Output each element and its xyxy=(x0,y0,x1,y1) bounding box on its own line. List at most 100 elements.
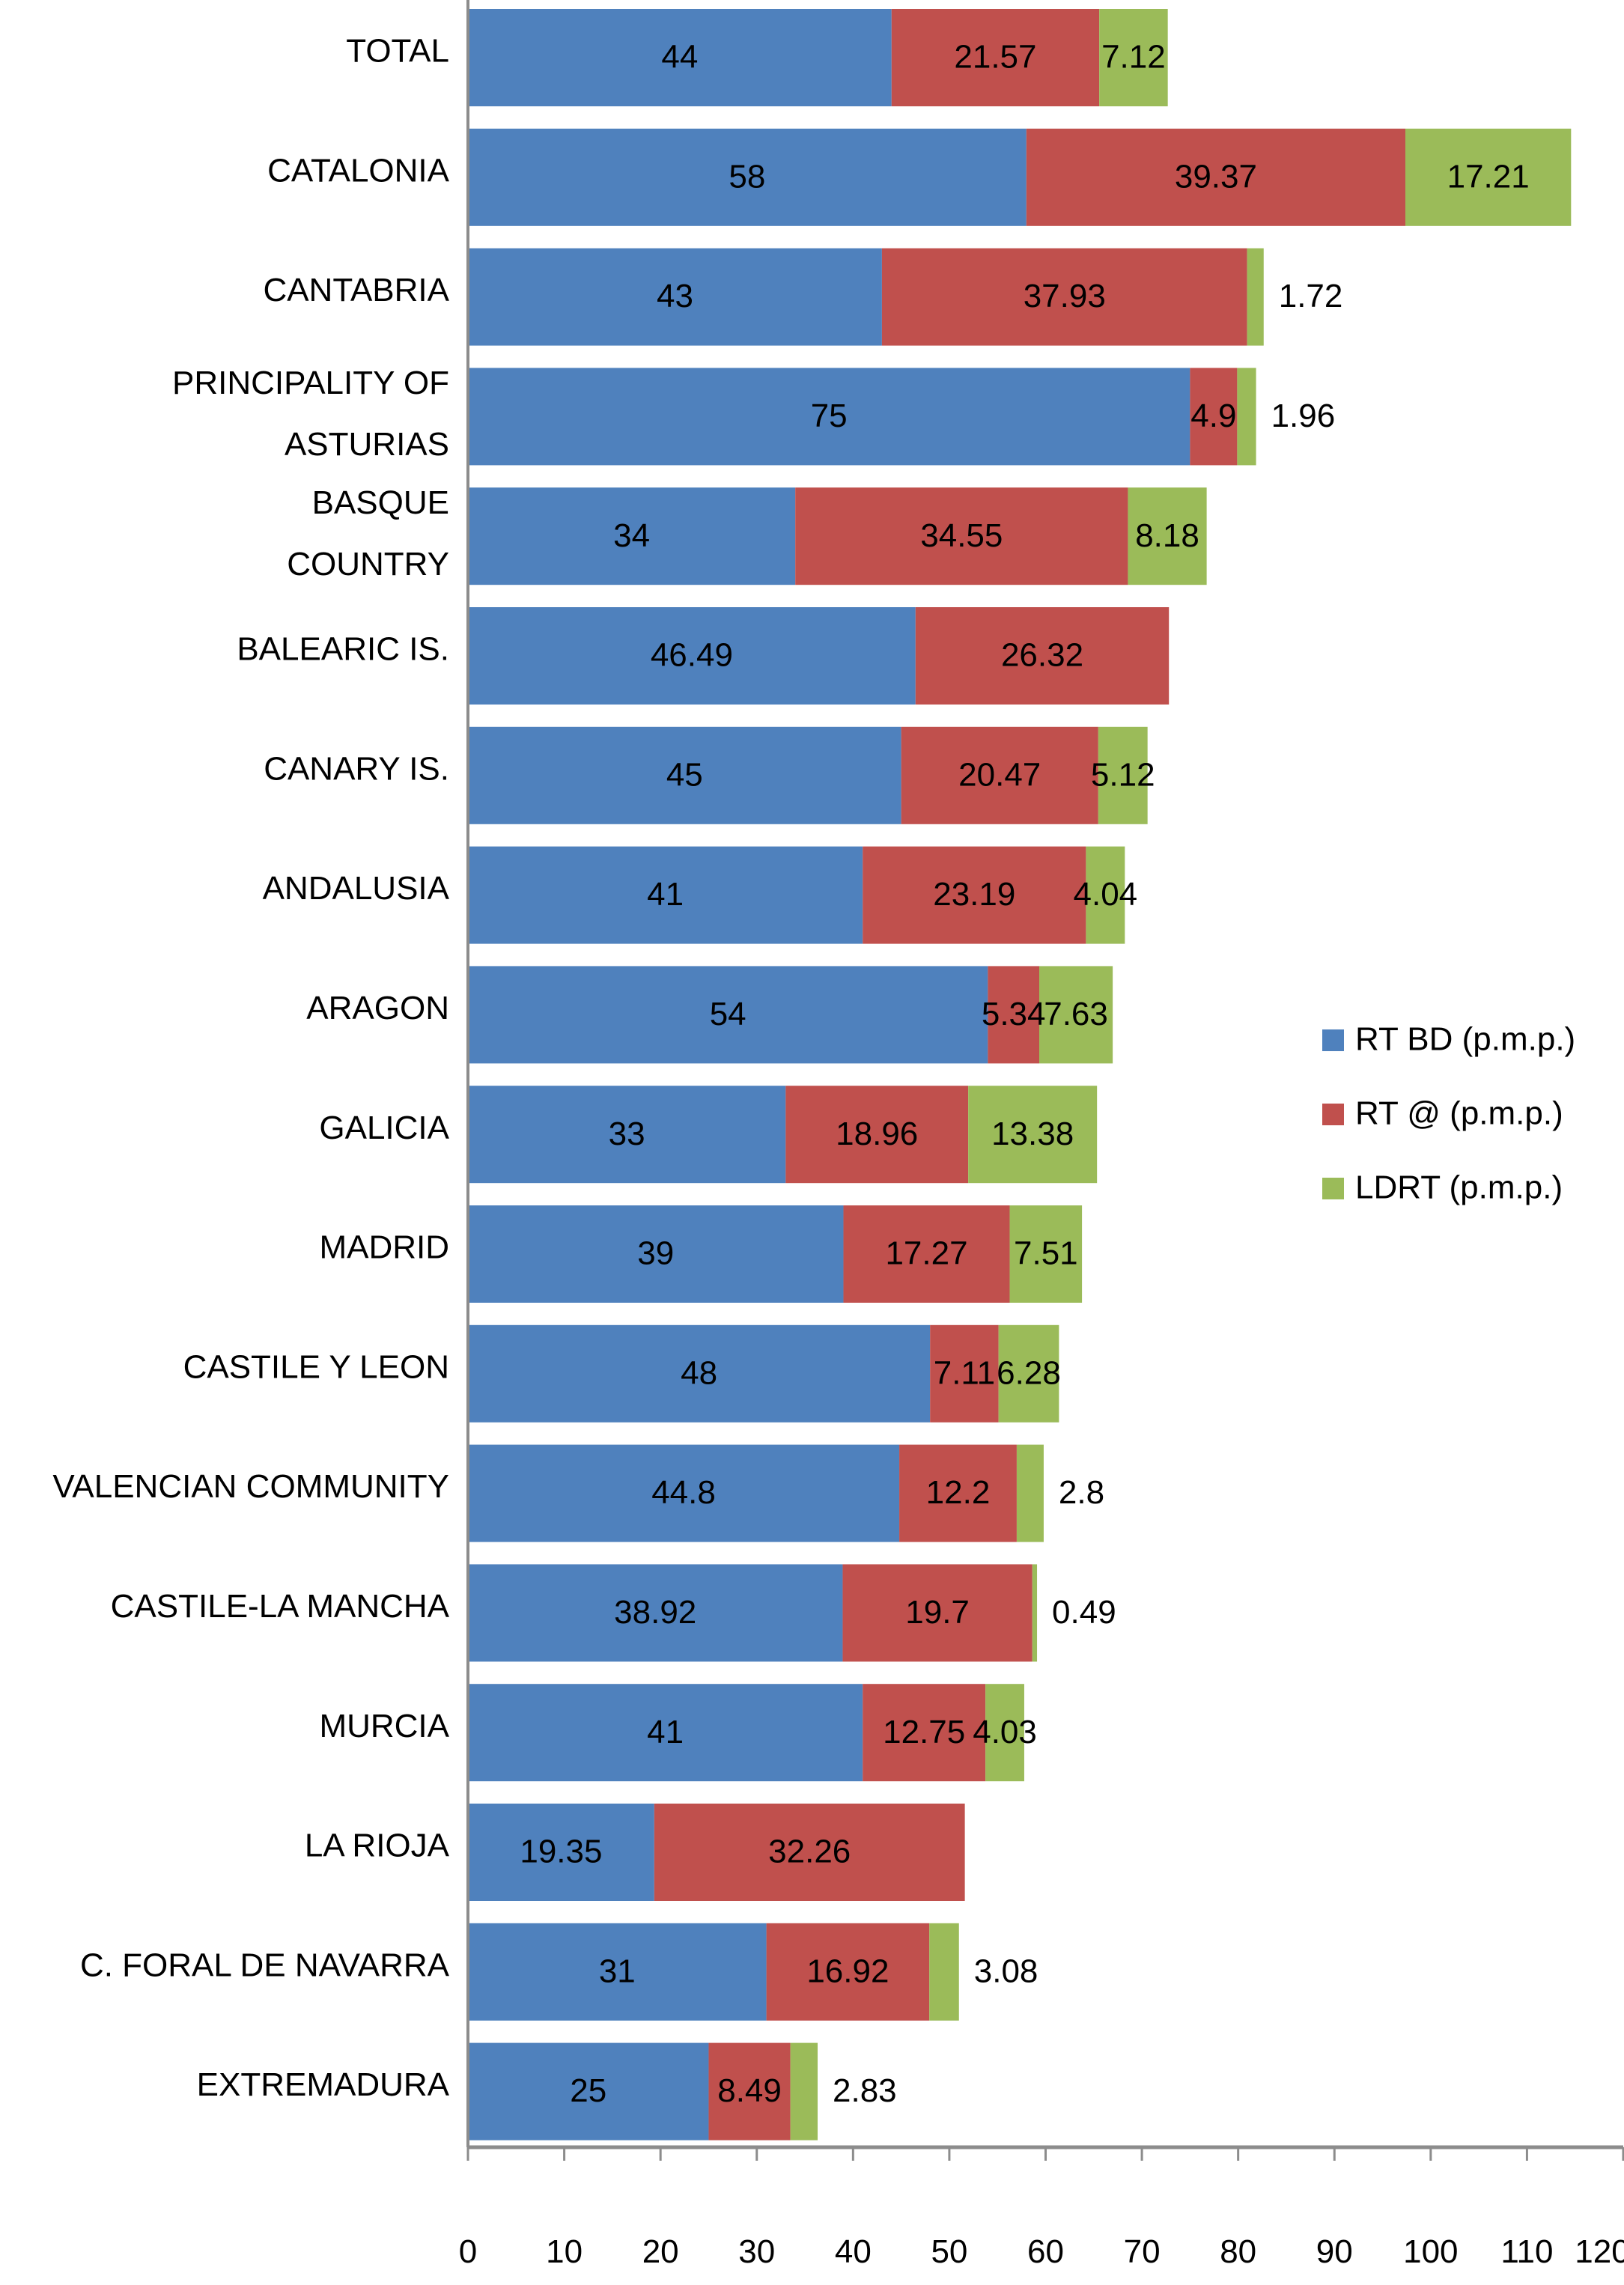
category-label: TOTAL xyxy=(346,33,449,70)
category-label: EXTREMADURA xyxy=(197,2066,450,2103)
data-label: 43 xyxy=(657,278,693,314)
data-label: 12.75 xyxy=(883,1714,965,1750)
data-label: 31 xyxy=(599,1953,636,1989)
bar-segment-rt-at xyxy=(930,1324,999,1423)
legend-label: RT @ (p.m.p.) xyxy=(1355,1095,1563,1132)
data-label: 19.35 xyxy=(520,1834,602,1870)
bars xyxy=(468,9,1572,2141)
x-tick-label: 90 xyxy=(1316,2233,1353,2270)
x-tick-label: 80 xyxy=(1220,2233,1256,2270)
bar-segment-rt-at xyxy=(842,1564,1033,1662)
x-tick-label: 120 xyxy=(1575,2233,1624,2270)
category-label: ANDALUSIA xyxy=(263,870,450,907)
bar-segment-rt-at xyxy=(899,1444,1017,1542)
bar-segment-rt-bd xyxy=(468,9,892,106)
category-label: MURCIA xyxy=(319,1708,449,1744)
bar-segment-rt-bd xyxy=(468,1444,900,1542)
bar-segment-rt-bd xyxy=(468,1684,863,1782)
x-axis: 0 10 20 30 40 50 60 70 80 90 100 110 120 xyxy=(459,2145,1624,2270)
bar-segment-rt-at xyxy=(915,607,1170,705)
bar-segment-rt-bd xyxy=(468,487,796,585)
bar-segment-ldrt xyxy=(1237,368,1256,466)
bar-segment-ldrt xyxy=(1086,846,1125,944)
category-label: BASQUE xyxy=(312,484,449,521)
bar-segment-ldrt xyxy=(985,1684,1024,1782)
data-label: 46.49 xyxy=(651,637,733,674)
category-label: GALICIA xyxy=(319,1110,449,1146)
data-label: 6.28 xyxy=(997,1354,1061,1391)
bar-segment-rt-bd xyxy=(468,368,1190,466)
legend-swatch xyxy=(1322,1029,1344,1051)
data-label: 54 xyxy=(710,996,746,1032)
data-label: 3.08 xyxy=(974,1953,1038,1989)
data-label: 45 xyxy=(666,756,703,793)
category-labels: TOTAL CATALONIA CANTABRIA PRINCIPALITY OF AS… xyxy=(52,33,449,2104)
data-label: 1.96 xyxy=(1271,398,1336,434)
data-label: 25 xyxy=(570,2072,606,2109)
data-label: 12.2 xyxy=(926,1474,991,1511)
data-label: 17.21 xyxy=(1447,158,1530,195)
x-tick-label: 30 xyxy=(738,2233,775,2270)
category-label: CASTILE Y LEON xyxy=(183,1348,449,1385)
data-label: 8.18 xyxy=(1135,517,1199,554)
data-label: 7.12 xyxy=(1101,39,1166,76)
bar-segment-rt-bd xyxy=(468,607,916,705)
bar-segment-rt-bd xyxy=(468,128,1027,226)
data-label: 39.37 xyxy=(1175,158,1257,195)
bar-segment-rt-bd xyxy=(468,966,988,1064)
category-label: CANARY IS. xyxy=(264,750,449,787)
bar-segment-rt-at xyxy=(785,1086,969,1184)
bar-segment-rt-bd xyxy=(468,1205,844,1303)
data-label: 44 xyxy=(661,39,698,76)
data-label: 37.93 xyxy=(1024,278,1106,314)
data-label: 2.83 xyxy=(833,2072,897,2109)
data-label: 23.19 xyxy=(933,876,1015,913)
data-label: 75 xyxy=(811,398,848,434)
bar-segment-ldrt xyxy=(1247,248,1264,346)
bar-segment-rt-at xyxy=(1026,128,1406,226)
category-label: LA RIOJA xyxy=(305,1828,450,1864)
data-label: 44.8 xyxy=(651,1474,716,1511)
legend-label: LDRT (p.m.p.) xyxy=(1355,1169,1563,1206)
bar-segment-rt-bd xyxy=(468,1564,843,1662)
bar-segment-rt-bd xyxy=(468,248,882,346)
data-label: 5.12 xyxy=(1091,756,1155,793)
data-label: 7.11 xyxy=(934,1354,995,1391)
data-label: 41 xyxy=(647,876,684,913)
bar-segment-ldrt xyxy=(1009,1205,1083,1303)
legend-swatch xyxy=(1322,1104,1344,1125)
bar-segment-rt-at xyxy=(795,487,1128,585)
bar-segment-ldrt xyxy=(1128,487,1207,585)
data-label: 19.7 xyxy=(905,1594,970,1631)
bar-segment-rt-bd xyxy=(468,726,901,824)
bar-segment-rt-at xyxy=(1190,368,1238,466)
bar-segment-rt-at xyxy=(988,966,1040,1064)
data-label: 38.92 xyxy=(614,1594,696,1631)
category-label: C. FORAL DE NAVARRA xyxy=(80,1947,450,1983)
x-tick-label: 100 xyxy=(1403,2233,1458,2270)
bar-segment-ldrt xyxy=(790,2042,818,2141)
bar-segment-rt-bd xyxy=(468,1804,654,1901)
data-label: 32.26 xyxy=(768,1834,851,1870)
data-label: 20.47 xyxy=(958,756,1041,793)
data-label: 4.04 xyxy=(1074,876,1138,913)
bar-segment-rt-bd xyxy=(468,1324,931,1423)
x-tick-label: 0 xyxy=(459,2233,477,2270)
data-label: 16.92 xyxy=(806,1953,889,1989)
bar-segment-ldrt xyxy=(968,1086,1098,1184)
data-label: 1.72 xyxy=(1279,278,1343,314)
bar-segment-rt-at xyxy=(654,1804,965,1901)
data-label: 13.38 xyxy=(991,1116,1074,1152)
category-label: CASTILE-LA MANCHA xyxy=(111,1588,450,1625)
bar-segment-rt-at xyxy=(863,846,1086,944)
bar-segment-ldrt xyxy=(1032,1564,1038,1662)
bar-segment-ldrt xyxy=(1098,726,1148,824)
data-label: 26.32 xyxy=(1001,637,1083,674)
data-label: 7.51 xyxy=(1014,1235,1078,1272)
data-label: 21.57 xyxy=(954,39,1036,76)
category-label: CANTABRIA xyxy=(263,272,449,308)
data-label: 48 xyxy=(681,1354,717,1391)
bar-segment-ldrt xyxy=(1016,1444,1044,1542)
data-label: 39 xyxy=(637,1235,674,1272)
